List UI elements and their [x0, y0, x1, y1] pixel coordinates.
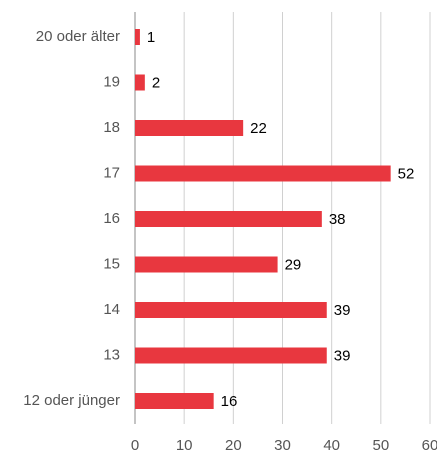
bar — [135, 302, 327, 318]
y-tick-label: 14 — [103, 301, 120, 318]
bar — [135, 256, 278, 273]
bar — [135, 393, 214, 409]
x-tick-label: 50 — [372, 437, 389, 454]
y-tick-label: 16 — [103, 210, 120, 227]
bar — [135, 347, 327, 364]
y-tick-label: 19 — [103, 73, 120, 90]
y-tick-label: 17 — [103, 164, 120, 181]
value-label: 2 — [152, 74, 160, 91]
x-tick-label: 30 — [274, 437, 291, 454]
x-tick-label: 20 — [225, 437, 242, 454]
bar — [135, 74, 145, 91]
y-tick-label: 15 — [103, 255, 120, 272]
y-tick-label: 20 oder älter — [36, 28, 120, 45]
value-label: 38 — [329, 211, 346, 228]
y-tick-label: 13 — [103, 346, 120, 363]
bar — [135, 211, 322, 227]
x-tick-label: 40 — [323, 437, 340, 454]
x-tick-label: 60 — [422, 437, 437, 454]
value-label: 29 — [285, 256, 302, 273]
x-tick-label: 10 — [176, 437, 193, 454]
value-label: 1 — [147, 29, 155, 46]
value-label: 16 — [221, 393, 238, 410]
x-tick-label: 0 — [131, 437, 139, 454]
bar — [135, 165, 391, 182]
value-label: 52 — [398, 165, 415, 182]
value-label: 39 — [334, 347, 351, 364]
value-label: 22 — [250, 120, 267, 137]
y-tick-label: 18 — [103, 119, 120, 136]
bar — [135, 29, 140, 45]
value-label: 39 — [334, 302, 351, 319]
bar — [135, 120, 244, 136]
y-tick-label: 12 oder jünger — [23, 392, 120, 409]
